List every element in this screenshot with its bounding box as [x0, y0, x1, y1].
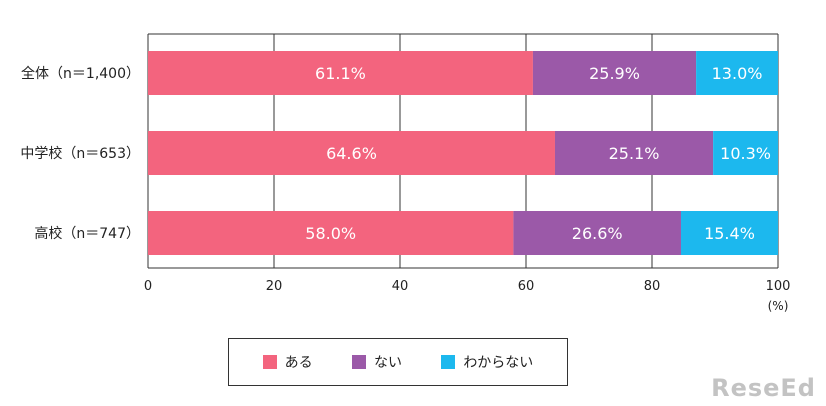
- x-tick-label-20: 20: [266, 279, 283, 294]
- data-label-0-2: 13.0%: [712, 64, 763, 83]
- legend-label-wakaranai: わからない: [463, 355, 534, 371]
- x-tick-label-60: 60: [518, 279, 535, 294]
- stacked-bar-chart: 61.1% 25.9% 13.0% 全体（n＝1,400） 64.6% 25.1% 10.3…: [20, 33, 791, 313]
- bar-2-2: [680, 211, 778, 255]
- chart-legend: ある ない わからない: [228, 338, 568, 386]
- bar-0-1: [532, 51, 697, 95]
- x-axis-unit: (%): [768, 299, 789, 313]
- legend-swatch-wakaranai: [441, 355, 456, 369]
- bar-0-0: [148, 51, 533, 95]
- legend-label-nai: ない: [373, 355, 402, 371]
- x-tick-label-0: 0: [144, 279, 152, 294]
- data-label-2-2: 15.4%: [704, 224, 755, 243]
- legend-swatch-nai: [351, 355, 366, 369]
- data-label-1-1: 25.1%: [609, 144, 660, 163]
- data-label-2-0: 58.0%: [305, 224, 356, 243]
- legend-label-aru: ある: [284, 355, 313, 371]
- legend-swatch-aru: [262, 355, 277, 369]
- data-label-0-1: 25.9%: [589, 64, 640, 83]
- data-label-1-2: 10.3%: [720, 144, 771, 163]
- x-tick-label-40: 40: [392, 279, 409, 294]
- legend-item-nai: ない: [351, 352, 402, 372]
- category-label-0: 全体（n＝1,400）: [21, 65, 140, 82]
- data-label-2-1: 26.6%: [572, 224, 623, 243]
- bar-1-1: [554, 131, 714, 175]
- data-label-1-0: 64.6%: [326, 144, 377, 163]
- bar-2-0: [148, 211, 514, 255]
- data-label-0-0: 61.1%: [315, 64, 366, 83]
- x-tick-label-100: 100: [766, 279, 791, 294]
- legend-item-aru: ある: [262, 352, 313, 372]
- category-label-2: 高校（n＝747）: [34, 225, 140, 242]
- x-tick-label-80: 80: [644, 279, 661, 294]
- legend-item-wakaranai: わからない: [441, 352, 533, 372]
- bar-2-1: [513, 211, 681, 255]
- category-label-1: 中学校（n＝653）: [20, 145, 140, 162]
- bar-1-2: [713, 131, 778, 175]
- bar-0-2: [696, 51, 778, 95]
- watermark-logo: ReseEd: [711, 374, 816, 402]
- bar-1-0: [148, 131, 555, 175]
